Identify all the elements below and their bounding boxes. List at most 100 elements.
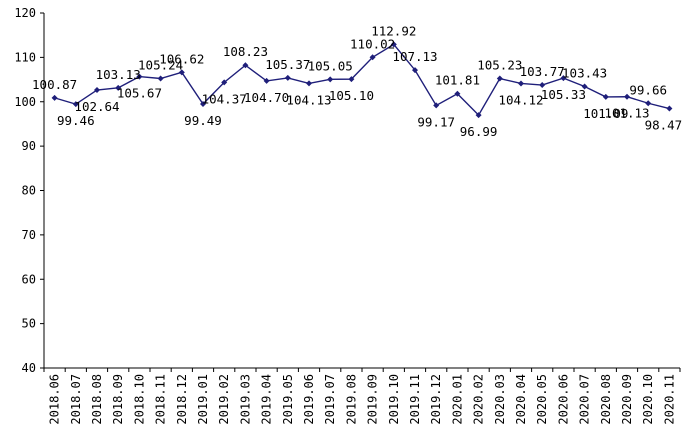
data-label: 106.62 <box>159 51 204 66</box>
data-label: 112.92 <box>371 23 416 38</box>
x-tick-label: 2018.12 <box>175 374 189 425</box>
data-label: 104.70 <box>244 90 289 105</box>
data-point <box>200 101 206 108</box>
data-point <box>178 69 185 76</box>
x-tick-label: 2019.10 <box>387 374 401 425</box>
data-point <box>645 100 652 107</box>
y-axis-ticks: 40 50 60 70 80 90 100 110 120 <box>14 6 44 375</box>
x-tick-label: 2019.04 <box>260 374 274 425</box>
data-point <box>454 90 461 97</box>
data-point <box>157 75 164 82</box>
data-point <box>72 101 79 108</box>
data-label: 105.05 <box>308 58 353 73</box>
y-tick-label: 110 <box>14 50 36 64</box>
x-tick-label: 2020.09 <box>620 374 634 425</box>
data-point <box>539 82 546 89</box>
x-tick-label: 2019.06 <box>302 374 316 425</box>
x-tick-label: 2018.11 <box>154 374 168 425</box>
series-line <box>54 43 670 117</box>
data-points <box>51 41 673 119</box>
y-tick-label: 50 <box>22 317 36 331</box>
x-tick-label: 2020.03 <box>493 374 507 425</box>
data-label: 101.09 <box>583 106 628 121</box>
x-tick-label: 2019.01 <box>196 374 210 425</box>
x-tick-label: 2020.07 <box>578 374 592 425</box>
data-label: 103.77 <box>520 64 565 79</box>
data-point <box>624 93 630 100</box>
data-label: 98.47 <box>645 118 683 133</box>
data-point <box>115 84 122 91</box>
y-tick-label: 60 <box>22 272 36 286</box>
data-point <box>666 105 673 112</box>
x-tick-label: 2018.08 <box>90 374 104 425</box>
data-point <box>602 93 609 100</box>
data-label: 105.37 <box>265 57 310 72</box>
data-point <box>263 77 270 84</box>
x-tick-label: 2020.11 <box>662 374 676 425</box>
data-label: 110.02 <box>350 36 395 51</box>
y-tick-label: 90 <box>22 139 36 153</box>
data-label: 99.49 <box>184 113 222 128</box>
data-label: 103.13 <box>96 67 141 82</box>
data-label: 104.12 <box>498 92 543 107</box>
x-tick-label: 2020.01 <box>450 374 464 425</box>
data-label: 100.87 <box>32 77 77 92</box>
data-label: 108.23 <box>223 44 268 59</box>
x-tick-label: 2020.05 <box>535 374 549 425</box>
data-label: 99.17 <box>417 114 455 129</box>
data-point <box>136 73 143 80</box>
x-tick-label: 2020.10 <box>641 374 655 425</box>
data-label: 103.43 <box>562 66 607 81</box>
data-label: 105.23 <box>477 58 522 73</box>
data-point <box>327 76 334 83</box>
data-label: 104.13 <box>286 92 331 107</box>
x-tick-label: 2019.11 <box>408 374 422 425</box>
y-tick-label: 100 <box>14 95 36 109</box>
data-label: 105.24 <box>138 57 183 72</box>
data-point <box>560 75 567 82</box>
x-tick-label: 2019.05 <box>281 374 295 425</box>
y-tick-label: 120 <box>14 6 36 20</box>
data-point <box>284 74 291 81</box>
data-point <box>369 54 376 61</box>
data-point <box>475 112 482 119</box>
x-tick-label: 2019.03 <box>238 374 252 425</box>
y-tick-label: 40 <box>22 361 36 375</box>
data-point <box>306 80 312 87</box>
data-point <box>348 76 355 83</box>
x-tick-label: 2018.10 <box>132 374 146 425</box>
data-label: 102.64 <box>74 99 119 114</box>
x-tick-label: 2020.04 <box>514 374 528 425</box>
data-label: 101.81 <box>435 73 480 88</box>
data-point <box>433 102 440 109</box>
data-label: 96.99 <box>460 124 498 139</box>
data-label: 105.67 <box>117 86 162 101</box>
x-tick-label: 2018.06 <box>48 374 62 425</box>
x-tick-label: 2018.09 <box>111 374 125 425</box>
data-label: 104.37 <box>202 91 247 106</box>
x-tick-label: 2020.08 <box>599 374 613 425</box>
x-tick-label: 2019.02 <box>217 374 231 425</box>
data-point <box>496 75 503 82</box>
x-tick-label: 2019.07 <box>323 374 337 425</box>
data-point <box>94 87 100 94</box>
data-point <box>581 83 588 90</box>
x-tick-label: 2019.09 <box>366 374 380 425</box>
data-point <box>412 67 418 74</box>
y-tick-label: 80 <box>22 184 36 198</box>
x-tick-label: 2019.08 <box>344 374 358 425</box>
data-label: 99.66 <box>629 82 667 97</box>
x-tick-label: 2020.02 <box>472 374 486 425</box>
data-point <box>221 79 228 86</box>
data-point <box>390 41 397 48</box>
data-label: 105.33 <box>541 87 586 102</box>
x-tick-label: 2018.07 <box>69 374 83 425</box>
data-label: 107.13 <box>392 49 437 64</box>
data-label: 101.13 <box>604 106 649 121</box>
data-point <box>51 94 58 101</box>
x-tick-label: 2019.12 <box>429 374 443 425</box>
x-tick-label: 2020.06 <box>556 374 570 425</box>
data-point <box>518 80 524 87</box>
